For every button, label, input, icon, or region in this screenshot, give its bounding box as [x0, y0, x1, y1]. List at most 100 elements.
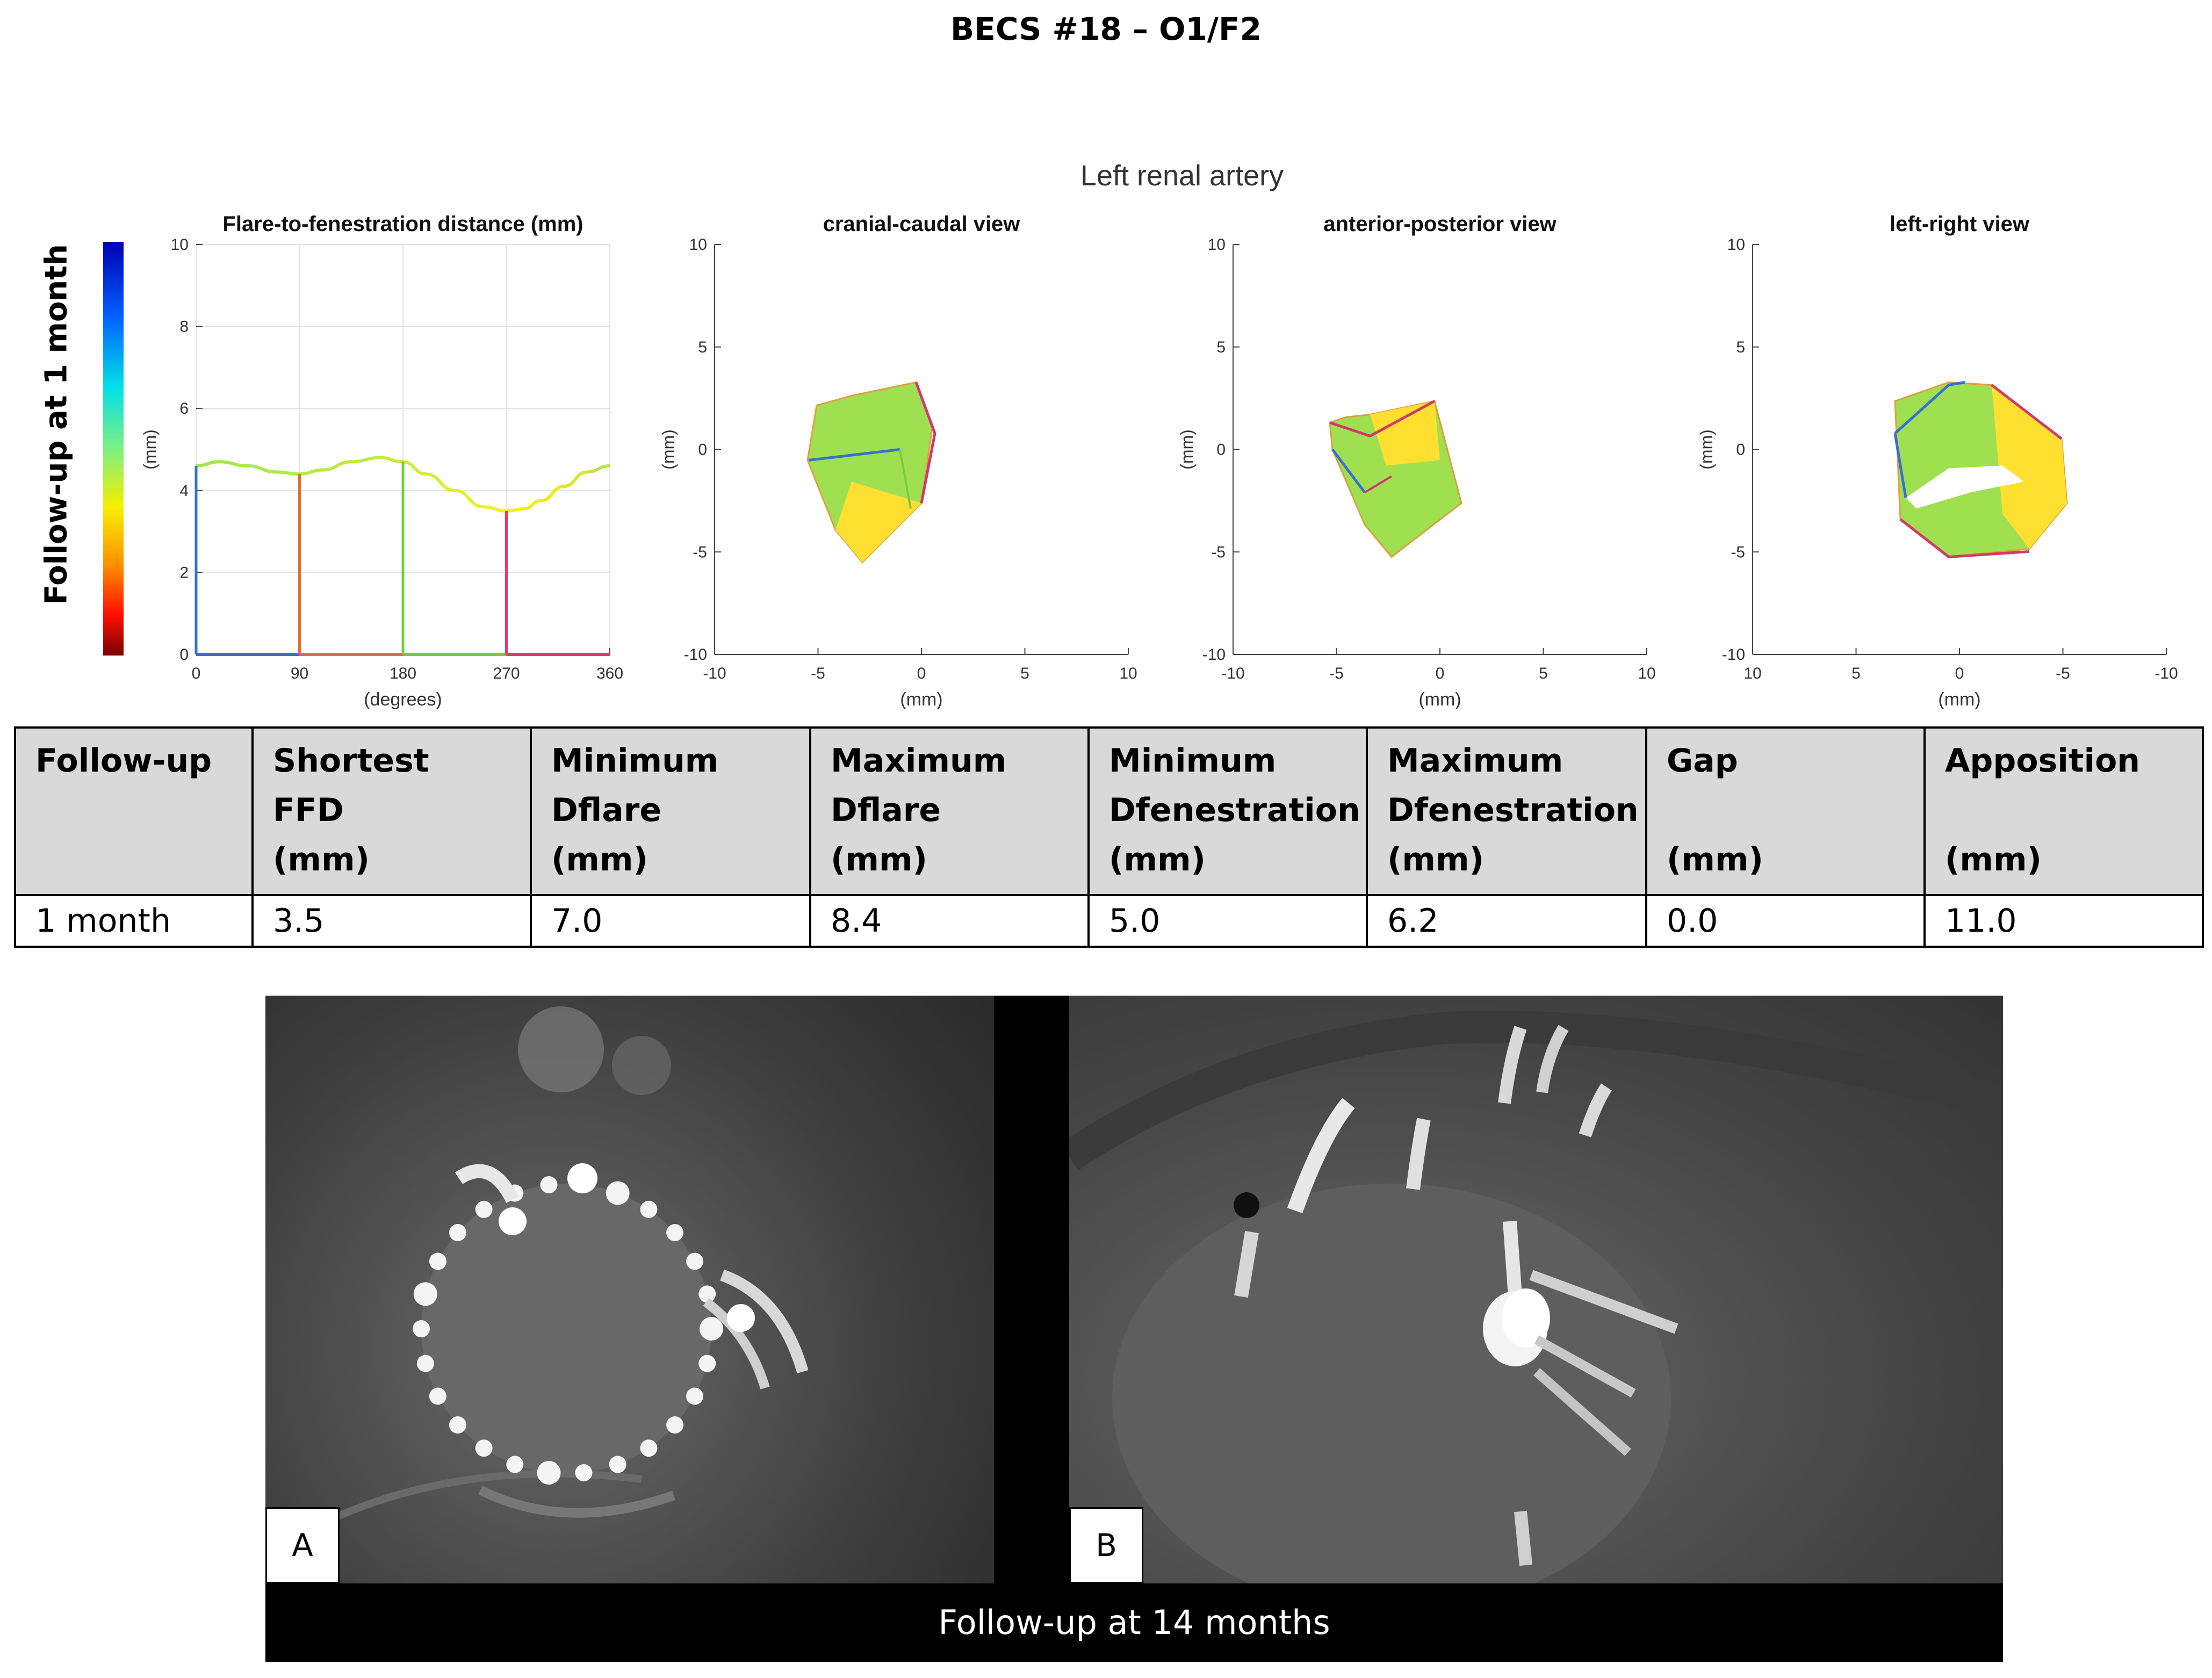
table-header-line: Apposition	[1945, 742, 2141, 780]
x-axis-label: (mm)	[900, 689, 942, 710]
x-tick-label: 5	[1851, 665, 1861, 682]
table-header-line: Shortest	[273, 742, 429, 780]
edge-blue	[1894, 381, 1965, 435]
charts-area: 0 90 180 270 360 0 2 4 6 8 10 Flare-to-fenestration…	[140, 212, 2178, 710]
table-cell: 1 month	[14, 894, 254, 948]
x-axis-label: (mm)	[1938, 689, 1980, 710]
y-tick-label: -5	[1211, 543, 1226, 561]
y-axis-label: (mm)	[140, 429, 160, 470]
table-header-line: Dflare	[551, 791, 662, 829]
y-tick-label: 5	[698, 339, 707, 356]
y-tick-label: -10	[684, 646, 707, 664]
stent-marker	[640, 1439, 658, 1457]
stent-marker	[475, 1439, 493, 1457]
surface-highlight	[1992, 385, 2067, 549]
y-tick-label: 5	[1736, 339, 1745, 356]
figure-supertitle: Left renal artery	[1080, 160, 1284, 192]
y-axis-label: (mm)	[1697, 429, 1716, 470]
stent-marker	[429, 1252, 446, 1270]
y-axis-label: (mm)	[659, 429, 678, 470]
table-cell: 0.0	[1645, 894, 1926, 948]
table-header-line: Dflare	[831, 791, 941, 829]
ct-scan-coronal: B	[1069, 996, 2003, 1583]
table-header-line: (mm)	[1387, 841, 1484, 878]
x-tick-label: 180	[390, 665, 416, 682]
x-tick-label: -5	[1329, 665, 1344, 682]
y-tick-label: 10	[1727, 236, 1745, 254]
y-tick-label: 10	[1208, 236, 1226, 254]
chart-title: anterior-posterior view	[1323, 212, 1557, 236]
stent-marker	[475, 1200, 493, 1218]
y-tick-label: 10	[689, 236, 707, 254]
surface-highlight	[1370, 401, 1440, 466]
stent-marker	[537, 1461, 561, 1485]
table-header-line: Maximum	[1387, 742, 1563, 780]
x-tick-label: 0	[1436, 665, 1445, 682]
table-header-line: (mm)	[1667, 841, 1763, 878]
stent-marker	[666, 1416, 684, 1434]
ct-scan-axial: A	[265, 996, 994, 1583]
y-tick-label: -5	[1731, 543, 1745, 561]
stent-marker	[413, 1320, 430, 1337]
ffd-series-line	[196, 456, 610, 513]
stent-marker	[698, 1285, 716, 1303]
table-row: 1 month 3.5 7.0 8.4 5.0 6.2 0.0 11.0	[14, 894, 2204, 948]
edge-red	[1329, 400, 1436, 438]
x-tick-label: -10	[2155, 665, 2178, 682]
y-tick-label: 0	[1736, 441, 1745, 459]
stent-marker	[606, 1181, 630, 1205]
y-tick-label: 2	[179, 564, 189, 581]
stent-marker	[429, 1387, 446, 1405]
table-header-line: (mm)	[551, 841, 648, 878]
y-tick-label: -5	[693, 543, 707, 561]
table-cell: 3.5	[251, 894, 532, 948]
edge-blue-2	[1893, 433, 1907, 498]
table-cell: 8.4	[809, 894, 1090, 948]
x-tick-label: 0	[917, 665, 926, 682]
x-tick-label: 5	[1020, 665, 1029, 682]
scan-caption: Follow-up at 14 months	[265, 1583, 2003, 1662]
table-header-line: Maximum	[831, 742, 1007, 780]
stent-marker	[575, 1464, 593, 1481]
x-axis-label: (degrees)	[364, 689, 442, 710]
x-tick-label: -5	[811, 665, 825, 682]
edge-red-2	[1899, 518, 2030, 559]
table-header-line: Follow-up	[35, 742, 212, 780]
x-tick-label: 5	[1539, 665, 1548, 682]
table-header-cell: Minimum Dfenestration (mm)	[1087, 726, 1368, 896]
x-tick-label: 270	[493, 665, 520, 682]
x-tick-label: -10	[703, 665, 726, 682]
x-tick-label: 10	[1743, 665, 1761, 682]
stent-marker	[449, 1416, 466, 1434]
edge-green	[899, 449, 912, 509]
scan-divider	[994, 996, 1069, 1583]
table-header-cell: Minimum Dflare (mm)	[530, 726, 811, 896]
y-tick-label: 0	[698, 441, 707, 459]
stent-marker	[666, 1224, 684, 1241]
surface-opening	[1906, 465, 2024, 509]
edge-red	[914, 381, 936, 503]
table-header-line: (mm)	[831, 841, 927, 878]
x-tick-label: 10	[1638, 665, 1655, 682]
table-header-line: Minimum	[1109, 742, 1277, 780]
x-axis-label: (mm)	[1418, 689, 1461, 710]
metrics-table: Follow-up Shortest FFD (mm) Minimum Dflare (mm…	[14, 726, 2204, 948]
y-tick-label: 5	[1216, 339, 1226, 356]
y-tick-label: 10	[171, 236, 189, 254]
edge-blue	[808, 448, 900, 462]
y-tick-label: 8	[179, 318, 189, 336]
stent-marker	[413, 1282, 437, 1306]
y-tick-label: 0	[179, 646, 189, 664]
stent-marker	[540, 1176, 558, 1193]
table-header-line: (mm)	[273, 841, 370, 878]
edge-blue	[1331, 449, 1366, 493]
stent-marker	[698, 1355, 716, 1372]
table-header-line	[1667, 786, 1912, 835]
chart-title: Flare-to-fenestration distance (mm)	[222, 212, 583, 236]
stent-marker	[686, 1387, 704, 1405]
table-header-cell: Shortest FFD (mm)	[251, 726, 532, 896]
table-cell: 11.0	[1923, 894, 2204, 948]
table-header-row: Follow-up Shortest FFD (mm) Minimum Dflare (mm…	[14, 726, 2204, 896]
table-cell: 6.2	[1366, 894, 1647, 948]
table-header-cell: Gap (mm)	[1645, 726, 1926, 896]
